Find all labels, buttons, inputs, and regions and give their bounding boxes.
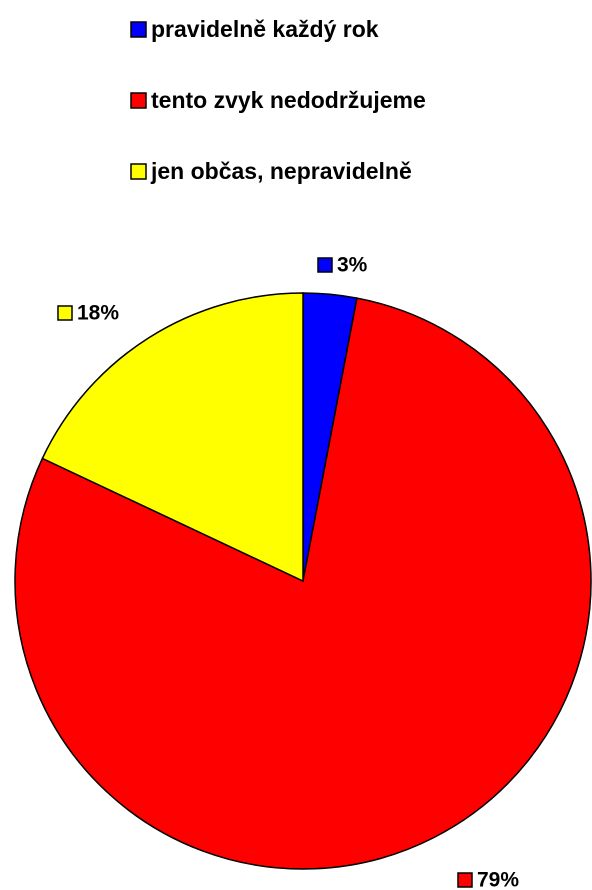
legend-label: tento zvyk nedodržujeme <box>151 87 426 113</box>
data-label: 18% <box>77 302 119 325</box>
legend: pravidelně každý rok tento zvyk nedodržuj… <box>130 16 426 184</box>
data-label: 79% <box>477 869 519 890</box>
pie-slice <box>41 292 304 583</box>
pie <box>14 292 592 870</box>
label-swatch <box>57 305 73 321</box>
label-swatch <box>457 872 473 888</box>
label-swatch <box>317 257 333 273</box>
legend-swatch <box>130 92 147 109</box>
data-labels: 3% 79% 18% <box>57 254 519 890</box>
pie-slice <box>14 297 592 870</box>
legend-swatch <box>130 163 147 180</box>
legend-swatch <box>130 21 147 38</box>
legend-label: pravidelně každý rok <box>151 16 379 42</box>
data-label: 3% <box>337 254 368 277</box>
legend-label: jen občas, nepravidelně <box>150 158 412 184</box>
